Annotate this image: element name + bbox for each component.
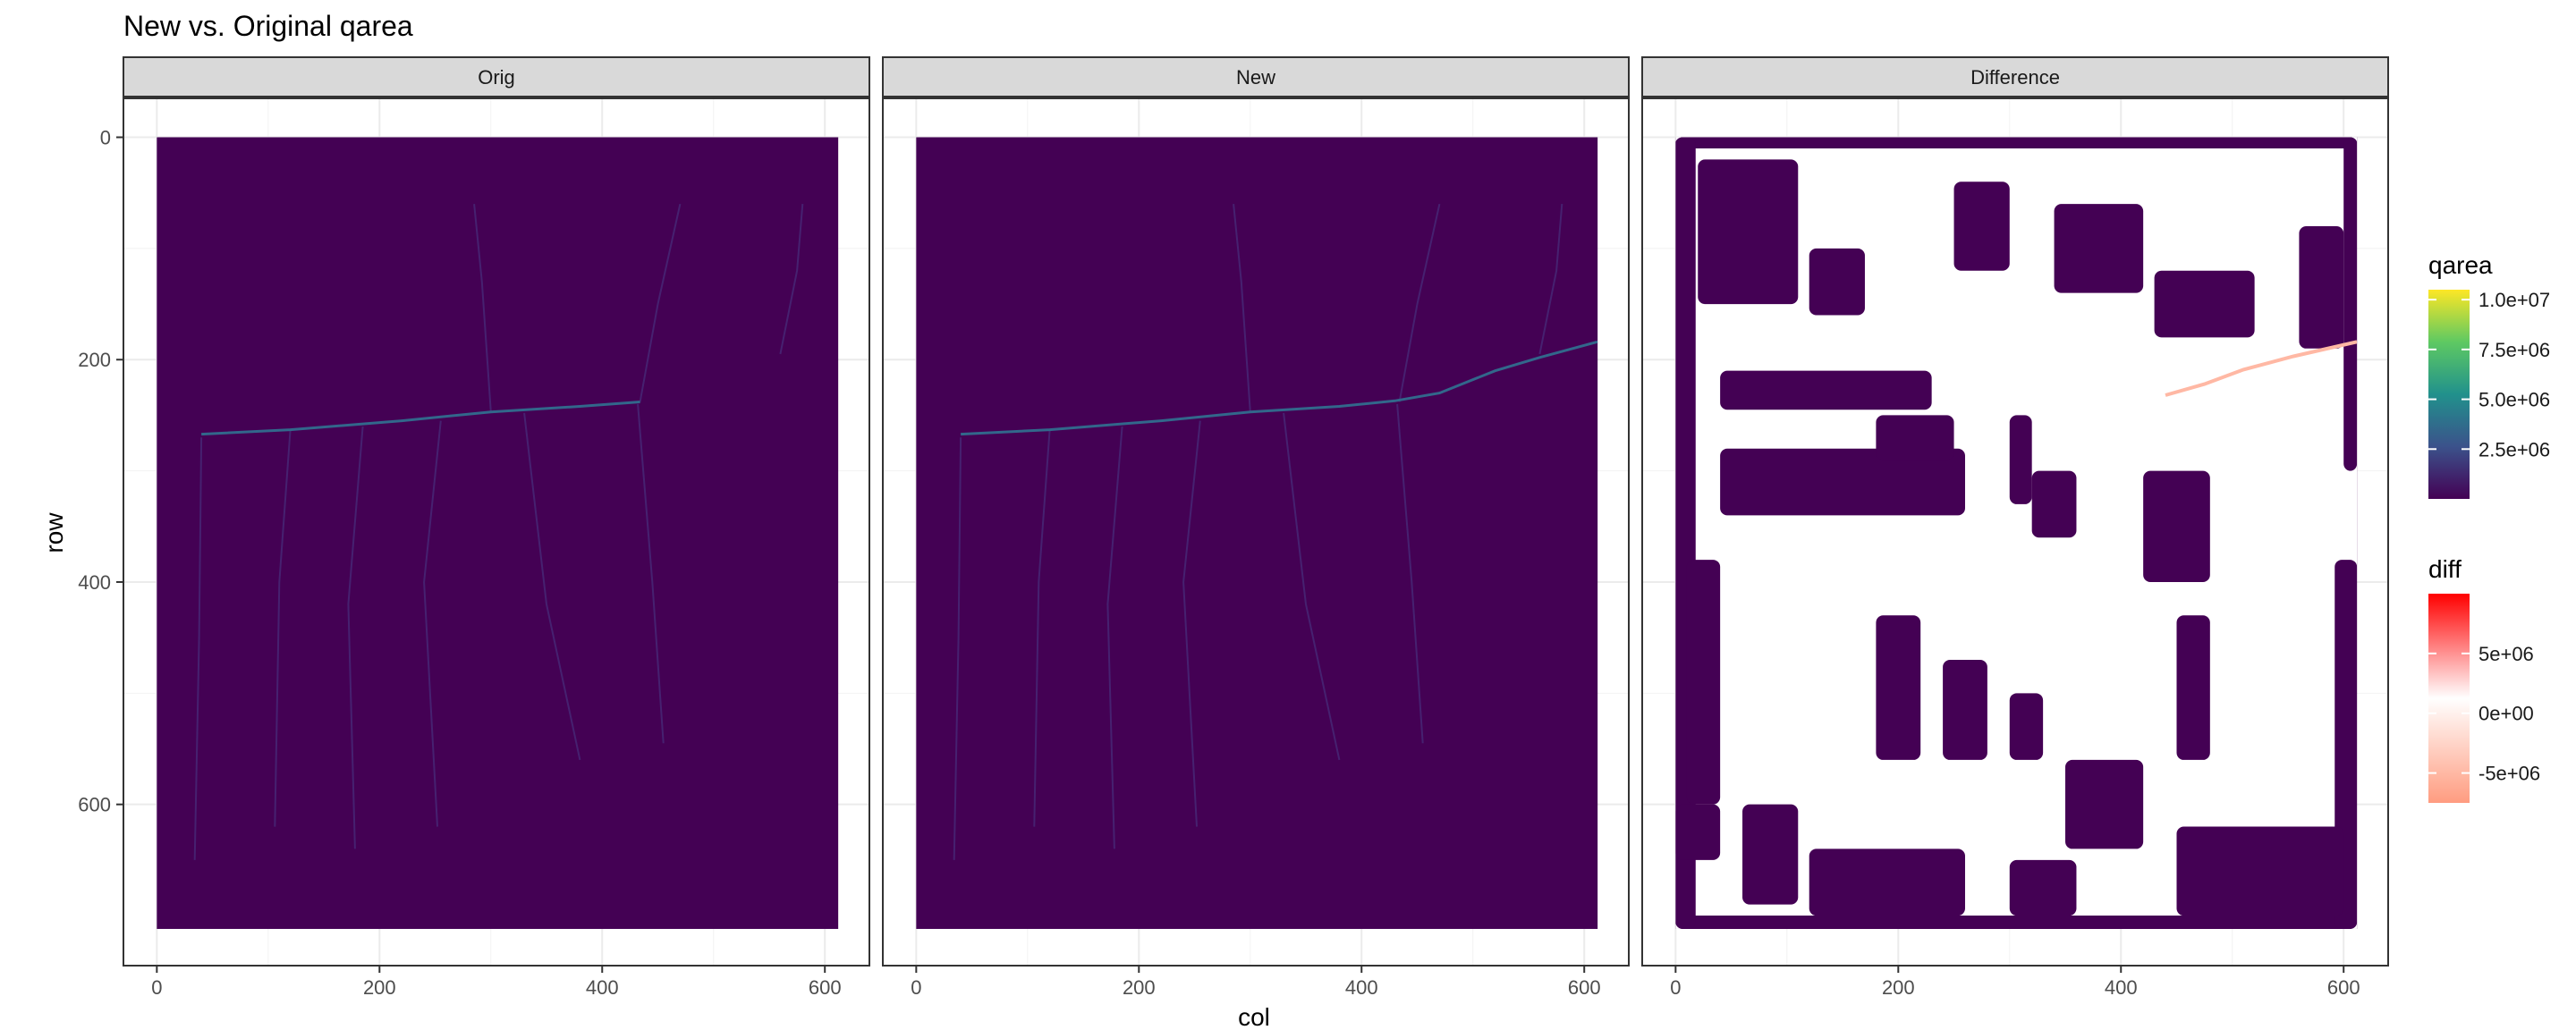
nonzero-difference-patch xyxy=(2143,470,2210,582)
nonzero-difference-patch xyxy=(1686,560,1721,805)
nonzero-difference-patch xyxy=(1675,916,2358,929)
tributary-stream xyxy=(639,203,682,402)
tributary-stream xyxy=(637,403,665,744)
tributary-stream xyxy=(1538,204,1563,355)
main-channel xyxy=(961,340,1598,436)
nonzero-difference-patch xyxy=(1720,370,1932,410)
facet-strip-label: Difference xyxy=(1970,66,2060,89)
x-tick-label: 600 xyxy=(2327,976,2360,999)
tributary-stream xyxy=(523,412,581,761)
panel-new xyxy=(882,97,1630,967)
legend-label: 1.0e+07 xyxy=(2479,289,2550,311)
x-tick-label: 0 xyxy=(151,976,162,999)
facet-strip-label: New xyxy=(1236,66,1275,89)
y-axis-label: row xyxy=(40,512,68,553)
legend-label: 5e+06 xyxy=(2479,643,2534,665)
nonzero-difference-patch xyxy=(1876,415,1954,460)
nonzero-difference-patch xyxy=(2176,615,2210,760)
tributary-stream xyxy=(779,204,804,355)
y-tick-label: 200 xyxy=(78,349,111,371)
main-channel xyxy=(201,401,640,436)
legend-qarea: qarea 2.5e+06 5.0e+06 7.5e+06 1.0e+07 xyxy=(2428,251,2550,499)
chart-title: New vs. Original qarea xyxy=(123,10,413,42)
tributary-stream xyxy=(473,204,492,412)
tributary-stream xyxy=(1398,203,1441,402)
nonzero-difference-patch xyxy=(2154,270,2255,338)
tributary-stream xyxy=(1283,412,1341,761)
tributary-stream xyxy=(1106,426,1123,849)
facet-strip-label: Orig xyxy=(478,66,515,89)
legend-diff: diff -5e+06 0e+00 5e+06 xyxy=(2428,555,2540,803)
nonzero-difference-patch xyxy=(1720,448,1965,516)
nonzero-difference-patch xyxy=(1876,615,1921,760)
x-tick-label: 400 xyxy=(1345,976,1378,999)
nonzero-difference-patch xyxy=(1953,182,2010,271)
x-tick-label: 400 xyxy=(586,976,619,999)
nonzero-difference-patch xyxy=(2031,470,2077,538)
nonzero-difference-patch xyxy=(2009,415,2032,504)
facet-strip xyxy=(123,56,870,97)
tributary-stream xyxy=(1233,204,1251,412)
nonzero-difference-patch xyxy=(2009,859,2077,916)
x-tick-label: 200 xyxy=(1882,976,1915,999)
nonzero-difference-patch xyxy=(2343,137,2358,471)
legend-label: 0e+00 xyxy=(2479,703,2534,725)
legend-colorbar xyxy=(2428,594,2470,803)
nonzero-difference-patch xyxy=(1698,159,1799,305)
x-tick-label: 200 xyxy=(363,976,396,999)
x-axis-label: col xyxy=(1238,1003,1270,1030)
nonzero-difference-patch xyxy=(2009,693,2044,760)
nonzero-difference-patch xyxy=(2054,204,2144,293)
x-tick-label: 0 xyxy=(911,976,921,999)
nonzero-difference-patch xyxy=(1809,248,1865,316)
difference-channel xyxy=(2165,340,2358,397)
legend-title: qarea xyxy=(2428,251,2493,279)
legend-label: 5.0e+06 xyxy=(2479,389,2550,411)
panel-border xyxy=(882,97,1630,967)
y-tick-label: 600 xyxy=(78,794,111,816)
legend-label: 7.5e+06 xyxy=(2479,339,2550,361)
facet-strip xyxy=(1641,56,2389,97)
nonzero-difference-patch xyxy=(1675,137,2358,148)
tributary-stream xyxy=(1396,403,1424,744)
tributary-stream xyxy=(193,437,203,860)
nonzero-difference-patch xyxy=(1809,848,1965,916)
y-tick-label: 0 xyxy=(100,127,111,149)
x-tick-label: 400 xyxy=(2105,976,2138,999)
tributary-stream xyxy=(1033,428,1051,827)
nonzero-difference-patch xyxy=(1742,804,1799,905)
x-tick-label: 600 xyxy=(1568,976,1601,999)
panel-border xyxy=(1641,97,2389,967)
raster-detail xyxy=(193,203,804,860)
nonzero-difference-patch xyxy=(2176,826,2344,916)
nonzero-difference-patch xyxy=(1675,804,1721,860)
nonzero-difference-patch xyxy=(2299,226,2344,349)
panel-difference xyxy=(1641,97,2389,967)
legend-title: diff xyxy=(2428,555,2462,583)
raster-detail xyxy=(1675,137,2358,929)
x-tick-label: 200 xyxy=(1123,976,1156,999)
raster-detail xyxy=(953,203,1598,860)
x-tick-label: 0 xyxy=(1670,976,1681,999)
panel-border xyxy=(123,97,870,967)
raster-new xyxy=(916,137,1598,929)
nonzero-difference-patch xyxy=(1943,660,1987,760)
tributary-stream xyxy=(423,420,442,827)
tributary-stream xyxy=(1182,420,1201,827)
legend-label: 2.5e+06 xyxy=(2479,438,2550,460)
tributary-stream xyxy=(274,428,292,827)
legend-label: -5e+06 xyxy=(2479,763,2540,785)
x-tick-label: 600 xyxy=(809,976,842,999)
panel-orig xyxy=(123,97,870,967)
legend-colorbar xyxy=(2428,290,2470,499)
facet-strip xyxy=(882,56,1630,97)
y-tick-label: 400 xyxy=(78,571,111,594)
nonzero-difference-patch xyxy=(2065,759,2144,849)
tributary-stream xyxy=(953,437,962,860)
tributary-stream xyxy=(347,426,364,849)
raster-orig xyxy=(157,137,839,929)
